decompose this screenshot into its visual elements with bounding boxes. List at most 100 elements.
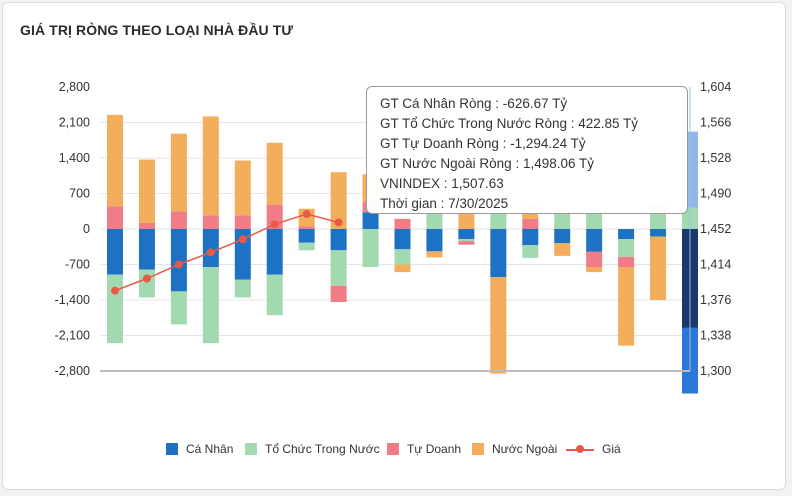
legend-swatch-tu-doanh: [387, 443, 399, 455]
bar-ca-nhan: [522, 229, 539, 246]
y-tick-label: -700: [65, 258, 90, 272]
price-point: [238, 235, 247, 244]
legend-swatch-nuoc-ngoai: [472, 443, 484, 455]
bar-tu-doanh: [138, 222, 155, 229]
bar-to-chuc: [554, 213, 571, 229]
y2-tick-label: 1,604: [700, 80, 731, 94]
bar-nuoc-ngoai: [650, 236, 667, 300]
legend-swatch-to-chuc: [245, 443, 257, 455]
bar-tu-doanh: [394, 218, 411, 229]
legend-swatch-ca-nhan: [166, 443, 178, 455]
bar-ca-nhan: [362, 212, 379, 229]
bar-ca-nhan: [330, 229, 347, 251]
bar-nuoc-ngoai: [554, 243, 571, 256]
bar-ca-nhan: [138, 229, 155, 270]
bar-nuoc-ngoai: [234, 160, 251, 216]
bar-nuoc-ngoai: [330, 172, 347, 229]
bar-tu-doanh: [170, 211, 187, 229]
bar-to-chuc: [650, 212, 667, 229]
y2-tick-label: 1,376: [700, 293, 731, 307]
legend-item-ca-nhan[interactable]: Cá Nhân: [166, 442, 233, 456]
bar-tu-doanh: [618, 256, 635, 268]
legend-label-nuoc-ngoai: Nước Ngoài: [492, 442, 558, 456]
bar-tu-doanh: [202, 215, 219, 229]
tooltip-ca-nhan: GT Cá Nhân Ròng : -626.67 Tỷ: [380, 96, 568, 111]
bar-tu-doanh: [522, 218, 539, 229]
bar-ca-nhan: [426, 229, 443, 252]
bar-nuoc-ngoai: [394, 264, 411, 273]
bar-nuoc-ngoai: [586, 267, 603, 273]
legend-item-tu-doanh[interactable]: Tự Doanh: [387, 442, 461, 456]
bar-to-chuc: [170, 291, 187, 325]
tooltip-to-chuc: GT Tổ Chức Trong Nước Ròng : 422.85 Tỷ: [380, 116, 639, 131]
bar-to-chuc: [362, 229, 379, 268]
bar-nuoc-ngoai: [170, 133, 187, 212]
bar-ca-nhan: [458, 229, 475, 240]
bar-nuoc-ngoai: [490, 277, 507, 374]
chart-legend: Cá Nhân Tổ Chức Trong Nước Tự Doanh Nước…: [0, 442, 792, 460]
price-point: [270, 220, 279, 229]
y-tick-label: -1,400: [55, 293, 90, 307]
legend-label-tu-doanh: Tự Doanh: [407, 442, 462, 456]
price-point: [334, 218, 343, 227]
y2-tick-label: 1,452: [700, 222, 731, 236]
legend-item-nuoc-ngoai[interactable]: Nước Ngoài: [472, 442, 557, 456]
bar-ca-nhan: [298, 229, 315, 243]
tooltip-tu-doanh: GT Tự Doanh Ròng : -1,294.24 Tỷ: [380, 136, 586, 151]
bar-ca-nhan: [394, 229, 411, 250]
bar-to-chuc: [618, 239, 635, 257]
chart-title: GIÁ TRỊ RÒNG THEO LOẠI NHÀ ĐẦU TƯ: [20, 22, 294, 38]
bar-to-chuc: [458, 239, 475, 242]
price-point: [142, 274, 151, 283]
bar-tu-doanh: [298, 226, 315, 229]
y-tick-label: -2,100: [55, 329, 90, 343]
legend-label-ca-nhan: Cá Nhân: [186, 442, 234, 456]
bar-tu-doanh: [330, 285, 347, 303]
bar-to-chuc: [107, 274, 123, 344]
bar-nuoc-ngoai: [266, 142, 283, 205]
y2-tick-label: 1,414: [700, 258, 731, 272]
price-point: [111, 286, 119, 295]
bar-ca-nhan: [266, 229, 283, 275]
bar-ca-nhan: [107, 229, 123, 275]
bar-to-chuc: [266, 274, 283, 316]
bar-to-chuc: [522, 245, 539, 258]
bar-tu-doanh: [586, 251, 603, 268]
legend-label-to-chuc: Tổ Chức Trong Nước: [265, 442, 380, 456]
y-tick-label: 700: [69, 187, 90, 201]
y2-tick-label: 1,566: [700, 116, 731, 130]
legend-item-gia[interactable]: Giá: [566, 442, 621, 456]
tooltip-vnindex: VNINDEX : 1,507.63: [380, 176, 504, 191]
y-tick-label: 0: [83, 222, 90, 236]
bar-tu-doanh: [234, 215, 251, 229]
y-tick-label: 2,100: [59, 116, 90, 130]
bar-ca-nhan: [618, 229, 635, 240]
legend-label-gia: Giá: [602, 442, 621, 456]
y2-tick-label: 1,490: [700, 187, 731, 201]
bar-to-chuc: [298, 242, 315, 251]
price-point: [302, 210, 311, 219]
tooltip-nuoc-ngoai: GT Nước Ngoài Ròng : 1,498.06 Tỷ: [380, 156, 594, 171]
legend-item-to-chuc[interactable]: Tổ Chức Trong Nước: [245, 442, 380, 456]
bar-to-chuc: [330, 250, 347, 286]
bar-to-chuc: [394, 249, 411, 265]
legend-line-gia: [566, 443, 594, 455]
y-tick-label: -2,800: [55, 364, 90, 378]
bar-tu-doanh: [107, 206, 123, 229]
y-tick-label: 2,800: [59, 80, 90, 94]
bar-nuoc-ngoai: [138, 159, 155, 223]
y2-tick-label: 1,300: [700, 364, 731, 378]
bar-to-chuc: [426, 211, 443, 229]
price-line: [114, 213, 339, 292]
tooltip-time: Thời gian : 7/30/2025: [380, 196, 509, 211]
bar-nuoc-ngoai: [107, 114, 123, 207]
bar-ca-nhan: [554, 229, 571, 244]
bar-ca-nhan: [650, 229, 667, 237]
bar-nuoc-ngoai: [618, 267, 635, 346]
price-point: [206, 248, 215, 257]
bar-nuoc-ngoai: [426, 251, 443, 258]
bar-to-chuc: [202, 267, 219, 344]
bar-to-chuc: [138, 269, 155, 298]
bar-ca-nhan: [202, 229, 219, 268]
